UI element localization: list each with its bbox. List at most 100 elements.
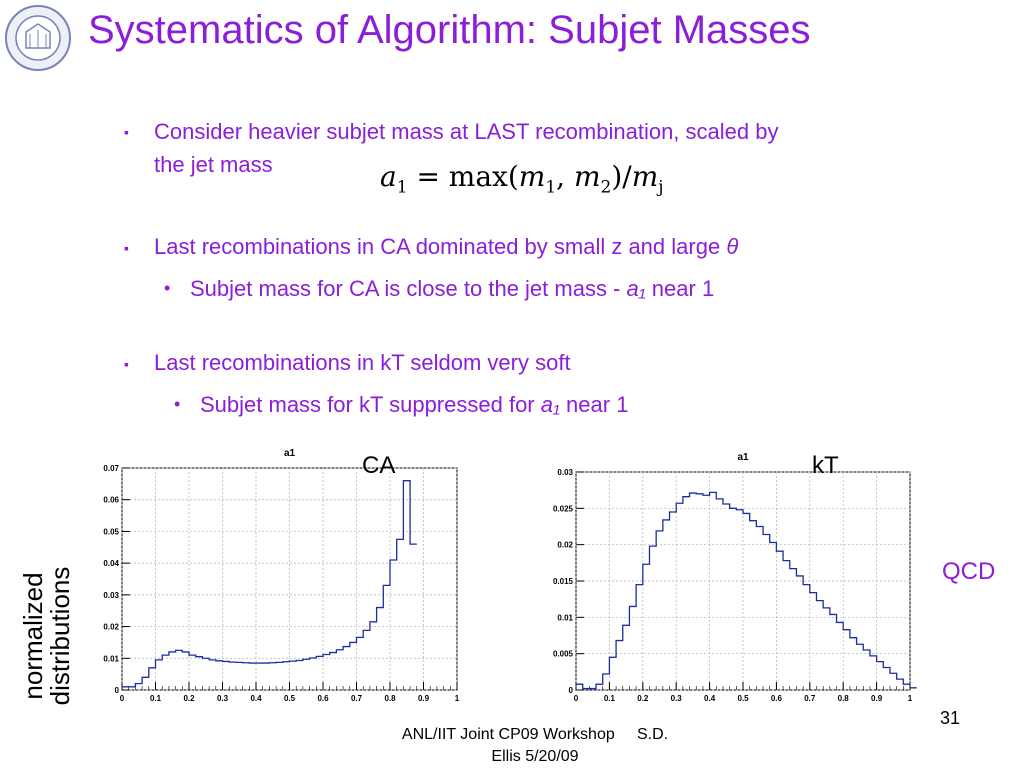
y-tick-label: 0.01 — [557, 613, 573, 622]
histogram-bin — [256, 663, 263, 690]
histogram-bin — [676, 503, 683, 690]
histogram-bin — [142, 677, 149, 690]
kt-label: kT — [812, 452, 839, 479]
bullet-marker: ▪ — [124, 124, 129, 140]
bullet-1: Consider heavier subjet mass at LAST rec… — [154, 115, 1004, 181]
histogram-bin — [156, 660, 163, 690]
histogram-bin — [576, 684, 583, 690]
x-tick-label: 0.3 — [671, 694, 683, 703]
histogram-bin — [236, 662, 243, 690]
ca-label: CA — [362, 452, 396, 479]
x-tick-label: 0.6 — [771, 694, 783, 703]
x-tick-label: 0 — [120, 694, 125, 703]
bullet-1-text: Consider heavier subjet mass at LAST rec… — [154, 119, 779, 144]
histogram-bin — [583, 689, 590, 690]
histogram-bin — [296, 661, 303, 690]
x-tick-label: 0 — [574, 694, 579, 703]
footer-line1: ANL/IIT Joint CP09 Workshop S.D. — [401, 726, 669, 743]
university-seal-logo — [5, 5, 71, 71]
histogram-bin — [683, 497, 690, 690]
histogram-bin — [202, 658, 209, 690]
histogram-bin — [723, 504, 730, 690]
histogram-bin — [129, 687, 136, 690]
bullet-2: Last recombinations in CA dominated by s… — [154, 234, 739, 259]
y-tick-label: 0.02 — [557, 541, 573, 550]
y-tick-label: 0.025 — [553, 504, 574, 513]
y-tick-label: 0.05 — [103, 527, 119, 536]
histogram-bin — [182, 652, 189, 690]
histogram-bin — [643, 564, 650, 690]
histogram-bin — [609, 657, 616, 690]
histogram-bin — [890, 673, 897, 690]
histogram-bin — [149, 668, 156, 690]
slide-title: Systematics of Algorithm: Subjet Masses — [88, 8, 811, 52]
histogram-bin — [323, 654, 330, 690]
page-number: 31 — [940, 708, 961, 728]
histogram-bin — [629, 606, 636, 690]
histogram-bin — [397, 539, 404, 690]
y-tick-label: 0.06 — [103, 496, 119, 505]
footer: ANL/IIT Joint CP09 Workshop S.D. Ellis 5… — [355, 724, 715, 768]
x-tick-label: 0.6 — [317, 694, 329, 703]
kt-histogram-chart: 0 0.005 0.01 0.015 0.02 0.025 0.03 0 0.1 0.2 0.3 0.… — [553, 452, 917, 703]
histogram-bin — [750, 521, 757, 690]
histogram-bin — [636, 585, 643, 690]
histogram-bin — [209, 660, 216, 690]
histogram-bin — [216, 661, 223, 690]
histogram-bin — [276, 662, 283, 690]
x-tick-label: 1 — [908, 694, 913, 703]
y-tick-label: 0.03 — [557, 468, 573, 477]
histogram-bin — [176, 650, 183, 690]
y-tick-label: 0.04 — [103, 559, 119, 568]
histogram-bin — [377, 608, 384, 690]
histogram-bin — [316, 656, 323, 690]
histogram-bin — [596, 684, 603, 690]
x-tick-label: 0.1 — [604, 694, 616, 703]
histogram-bin — [857, 644, 864, 690]
x-tick-label: 0.4 — [704, 694, 716, 703]
histogram-bin — [162, 655, 169, 690]
histogram-bin — [830, 614, 837, 690]
x-tick-label: 1 — [455, 694, 460, 703]
histogram-bin — [623, 625, 630, 690]
histogram-bin — [189, 655, 196, 690]
histogram-bin — [135, 684, 142, 690]
histogram-bin — [790, 569, 797, 690]
x-tick-label: 0.2 — [183, 694, 195, 703]
x-tick-label: 0.4 — [250, 694, 262, 703]
histogram-bin — [776, 551, 783, 690]
y-tick-label: 0 — [569, 686, 574, 695]
y-tick-label: 0.005 — [553, 650, 574, 659]
qcd-label: QCD — [942, 558, 996, 585]
histogram-bin — [803, 585, 810, 690]
histogram-bin — [196, 657, 203, 690]
histogram-line — [122, 480, 417, 688]
histogram-bin — [877, 662, 884, 690]
histogram-bin — [390, 560, 397, 690]
histogram-bin — [763, 534, 770, 690]
histogram-bin — [169, 652, 176, 690]
x-tick-label: 0.9 — [871, 694, 883, 703]
sub-bullet-marker: • — [164, 278, 171, 298]
histogram-bin — [263, 663, 270, 690]
histogram-bin — [837, 622, 844, 690]
histogram-bin — [310, 658, 317, 690]
histogram-bin — [897, 679, 904, 690]
histogram-bin — [410, 544, 417, 690]
histogram-bin — [850, 638, 857, 690]
histogram-bin — [823, 608, 830, 690]
histogram-bin — [269, 663, 276, 690]
histogram-bin — [816, 601, 823, 690]
chart-title: a1 — [737, 452, 749, 463]
histogram-bin — [336, 650, 343, 690]
histogram-bin — [783, 561, 790, 690]
histogram-bin — [716, 499, 723, 690]
histogram-bin — [357, 637, 364, 690]
histogram-bin — [383, 585, 390, 690]
sub-bullet-marker: • — [174, 394, 181, 414]
histogram-bin — [690, 493, 697, 690]
histogram-bin — [122, 687, 129, 690]
x-tick-label: 0.7 — [351, 694, 363, 703]
histogram-bin — [696, 494, 703, 690]
y-tick-label: 0.015 — [553, 577, 574, 586]
